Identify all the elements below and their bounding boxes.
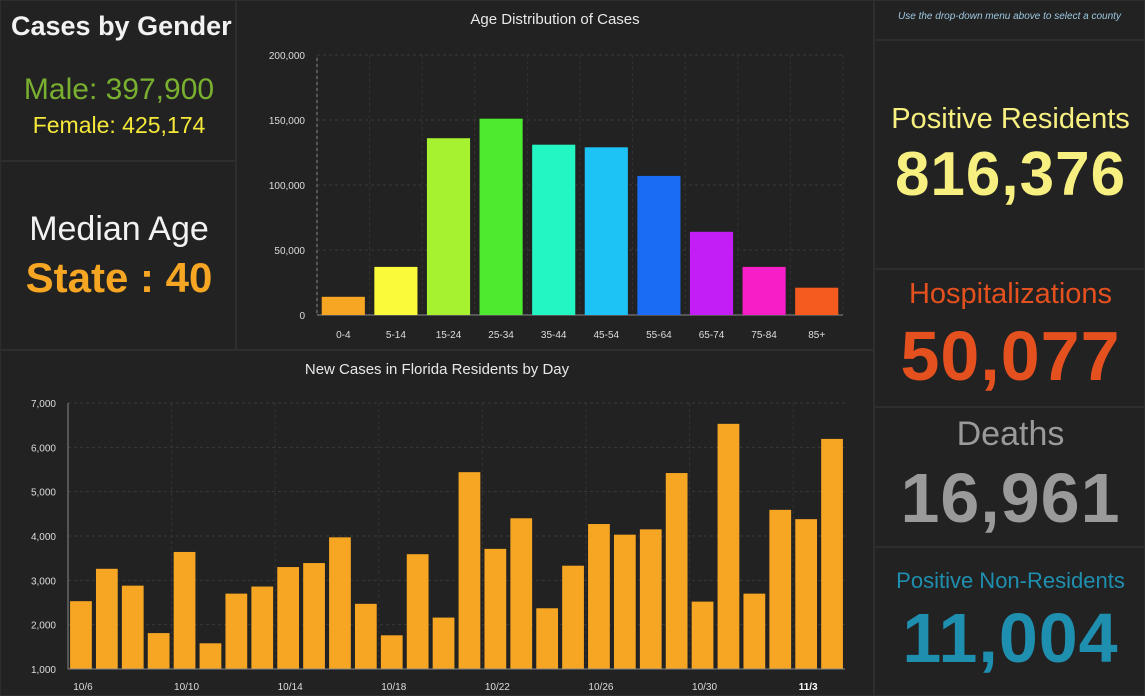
positive-residents-panel: Positive Residents 816,376	[874, 40, 1145, 269]
daily-bar	[95, 568, 118, 669]
daily-bar	[251, 586, 274, 669]
daily-x-tick-label: 10/30	[692, 682, 717, 693]
daily-bar	[277, 567, 300, 669]
daily-bar	[743, 593, 766, 669]
age-distribution-chart: 0 50,000 100,000 150,000 200,000 0-4 5-14 15-24…	[269, 51, 844, 341]
daily-x-tick-label: 10/18	[381, 682, 406, 693]
positive-residents-value: 816,376	[894, 140, 1127, 209]
age-x-tick-label: 5-14	[386, 330, 406, 341]
age-y-tick-label: 100,000	[269, 181, 306, 192]
daily-x-tick-label: 10/10	[174, 682, 199, 693]
age-x-tick-label: 45-54	[594, 330, 620, 341]
positive-residents-label: Positive Residents	[891, 103, 1130, 135]
age-x-tick-label: 35-44	[541, 330, 567, 341]
age-bar	[374, 266, 418, 315]
hospitalizations-panel: Hospitalizations 50,077	[874, 269, 1145, 407]
age-bar	[426, 138, 471, 315]
male-count: Male: 397,900	[23, 73, 215, 106]
daily-bar	[769, 509, 792, 669]
daily-x-tick-label: 11/3	[799, 682, 818, 693]
daily-y-tick-label: 1,000	[31, 665, 56, 676]
deaths-value: 16,961	[900, 459, 1121, 537]
daily-bar	[432, 617, 455, 669]
age-bar	[479, 118, 523, 315]
age-y-tick-label: 150,000	[269, 116, 306, 127]
daily-chart-title: New Cases in Florida Residents by Day	[304, 361, 570, 378]
age-bar	[321, 296, 365, 315]
age-x-tick-label: 0-4	[336, 330, 351, 341]
deaths-panel: Deaths 16,961	[874, 407, 1145, 547]
daily-bar	[510, 518, 533, 669]
daily-y-tick-label: 7,000	[31, 399, 56, 410]
age-bar	[532, 144, 576, 315]
non-residents-label: Positive Non-Residents	[896, 568, 1125, 593]
daily-x-tick-label: 10/14	[278, 682, 303, 693]
daily-bar	[70, 601, 92, 669]
daily-bar	[588, 524, 610, 669]
female-count: Female: 425,174	[32, 112, 206, 138]
age-bar	[637, 175, 681, 315]
daily-bar	[691, 601, 714, 669]
daily-bar	[173, 551, 196, 669]
daily-y-tick-label: 4,000	[31, 532, 56, 543]
daily-bar	[329, 537, 351, 669]
county-note-panel: Use the drop-down menu above to select a…	[874, 0, 1145, 40]
daily-bar	[199, 643, 222, 669]
daily-bar	[821, 438, 843, 669]
age-x-tick-label: 15-24	[436, 330, 462, 341]
daily-bar	[225, 593, 248, 669]
median-age-label: Median Age	[29, 210, 209, 248]
daily-bar	[665, 473, 688, 669]
daily-bar	[484, 548, 507, 669]
hospitalizations-value: 50,077	[900, 317, 1121, 395]
age-y-tick-label: 50,000	[274, 246, 305, 257]
daily-bar	[795, 519, 818, 669]
age-chart-title: Age Distribution of Cases	[470, 11, 640, 28]
daily-bar	[562, 565, 584, 669]
daily-y-tick-label: 5,000	[31, 488, 56, 499]
daily-y-tick-label: 6,000	[31, 443, 56, 454]
daily-bar	[406, 554, 429, 669]
daily-x-tick-label: 10/22	[485, 682, 510, 693]
age-x-tick-label: 25-34	[488, 330, 514, 341]
daily-x-tick-label: 10/6	[73, 682, 93, 693]
non-residents-value: 11,004	[902, 599, 1119, 677]
deaths-label: Deaths	[956, 415, 1065, 453]
age-x-tick-label: 65-74	[699, 330, 725, 341]
age-x-tick-label: 55-64	[646, 330, 672, 341]
median-age-panel: Median Age State : 40	[0, 161, 236, 350]
non-residents-panel: Positive Non-Residents 11,004	[874, 547, 1145, 696]
age-bar	[584, 147, 628, 315]
age-x-tick-label: 75-84	[751, 330, 777, 341]
gender-title: Cases by Gender	[11, 11, 232, 41]
daily-bar	[458, 472, 481, 669]
county-select-note: Use the drop-down menu above to select a…	[898, 11, 1121, 22]
age-y-tick-label: 200,000	[269, 51, 306, 62]
daily-bar	[303, 563, 325, 669]
daily-y-tick-label: 2,000	[31, 621, 56, 632]
daily-bar	[613, 534, 636, 669]
median-age-value: State : 40	[25, 254, 213, 301]
daily-bar	[380, 635, 403, 669]
daily-bar	[717, 423, 740, 669]
age-bar	[689, 231, 734, 315]
daily-bar	[121, 585, 144, 669]
hospitalizations-label: Hospitalizations	[908, 278, 1113, 310]
daily-bar	[536, 608, 559, 669]
daily-cases-chart: 1,000 2,000 3,000 4,000 5,000 6,000 7,000 10/6 1…	[31, 399, 845, 693]
gender-panel: Cases by Gender Male: 397,900 Female: 42…	[0, 0, 236, 161]
daily-bar	[639, 529, 662, 669]
daily-cases-panel: New Cases in Florida Residents by Day 1,…	[0, 350, 874, 696]
age-distribution-panel: Age Distribution of Cases 0 50,000 100,000…	[236, 0, 874, 350]
daily-bar	[147, 633, 170, 669]
age-x-tick-label: 85+	[808, 330, 825, 341]
age-y-tick-label: 0	[299, 311, 305, 322]
age-bar	[742, 266, 786, 315]
daily-y-tick-label: 3,000	[31, 576, 56, 587]
daily-bar	[354, 603, 377, 669]
daily-x-tick-label: 10/26	[588, 682, 613, 693]
age-bar	[795, 287, 839, 315]
